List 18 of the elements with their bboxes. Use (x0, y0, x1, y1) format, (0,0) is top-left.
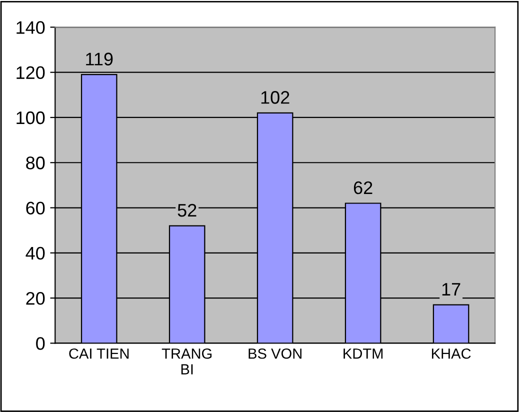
x-tick-label: BS VON (248, 348, 302, 359)
y-tick-label: 120 (16, 66, 45, 80)
x-tick-label: TRANG BI (162, 348, 212, 374)
y-tick-label: 40 (26, 246, 45, 260)
x-tick-label: CAI TIEN (69, 348, 129, 359)
y-tick-label: 0 (36, 337, 45, 350)
x-tick-label: KHAC (432, 348, 471, 359)
x-tick-label: KDTM (344, 348, 383, 359)
y-tick-label: 100 (16, 111, 45, 124)
y-tick-label: 80 (26, 156, 45, 170)
y-tick-label: 140 (16, 21, 45, 34)
data-label: 62 (354, 181, 372, 194)
y-tick-label: 60 (26, 202, 45, 214)
y-tick-label: 20 (26, 292, 45, 305)
data-label: 17 (442, 283, 460, 296)
data-label: 102 (261, 91, 290, 104)
data-label: 52 (178, 204, 196, 217)
data-label: 119 (86, 52, 113, 66)
